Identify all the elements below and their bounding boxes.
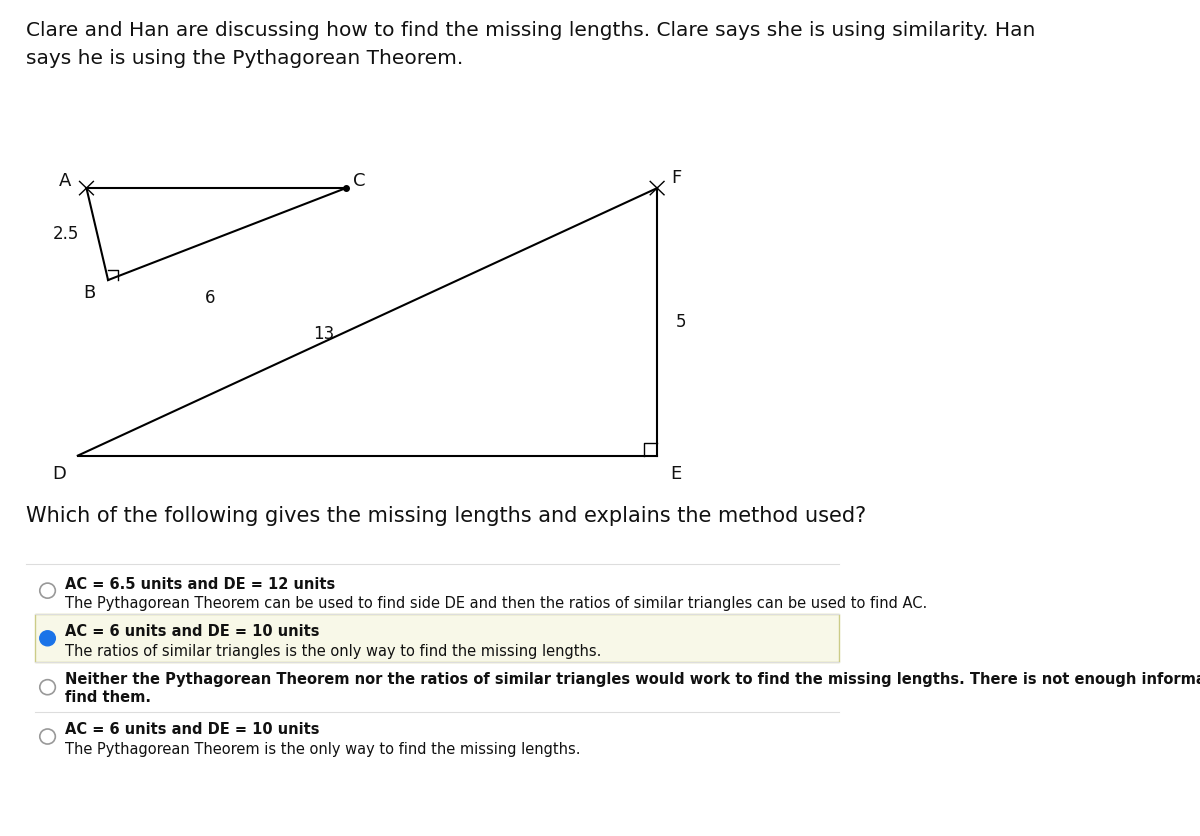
Text: E: E [671, 465, 682, 483]
FancyBboxPatch shape [35, 614, 839, 662]
Text: Clare and Han are discussing how to find the missing lengths. Clare says she is : Clare and Han are discussing how to find… [26, 21, 1036, 68]
Text: AC = 6 units and DE = 10 units: AC = 6 units and DE = 10 units [65, 624, 319, 640]
Text: B: B [83, 284, 95, 303]
Text: The Pythagorean Theorem is the only way to find the missing lengths.: The Pythagorean Theorem is the only way … [65, 742, 581, 757]
Text: D: D [52, 465, 66, 483]
Text: The Pythagorean Theorem can be used to find side DE and then the ratios of simil: The Pythagorean Theorem can be used to f… [65, 596, 928, 611]
Text: C: C [354, 172, 366, 191]
Text: Neither the Pythagorean Theorem nor the ratios of similar triangles would work t: Neither the Pythagorean Theorem nor the … [65, 672, 1200, 705]
Text: The ratios of similar triangles is the only way to find the missing lengths.: The ratios of similar triangles is the o… [65, 644, 601, 659]
Text: 5: 5 [676, 313, 686, 331]
Text: AC = 6 units and DE = 10 units: AC = 6 units and DE = 10 units [65, 722, 319, 737]
Circle shape [40, 630, 55, 645]
Text: 13: 13 [313, 325, 335, 344]
Text: 2.5: 2.5 [53, 225, 79, 243]
Text: AC = 6.5 units and DE = 12 units: AC = 6.5 units and DE = 12 units [65, 577, 335, 592]
Text: 6: 6 [204, 289, 215, 308]
Text: A: A [59, 172, 71, 191]
Text: F: F [671, 169, 682, 187]
Text: Which of the following gives the missing lengths and explains the method used?: Which of the following gives the missing… [26, 506, 866, 526]
